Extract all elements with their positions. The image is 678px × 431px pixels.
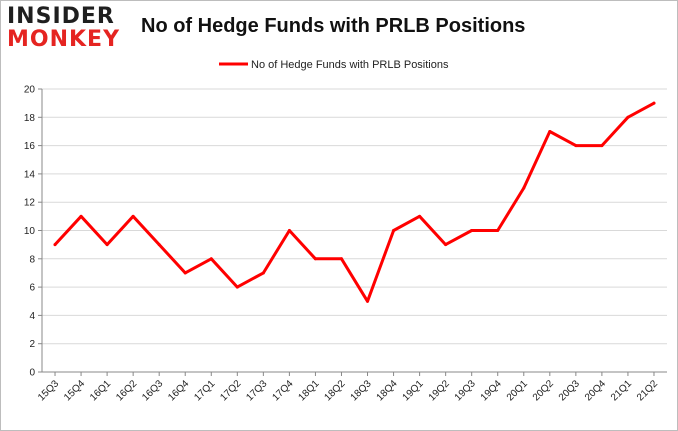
data-point-20Q3 <box>574 144 578 148</box>
x-tick-label-17Q4: 17Q4 <box>270 378 295 403</box>
x-tick-label-21Q1: 21Q1 <box>609 378 634 403</box>
x-tick-label-19Q2: 19Q2 <box>427 378 452 403</box>
data-point-21Q1 <box>626 115 630 119</box>
x-tick-label-18Q4: 18Q4 <box>375 378 400 403</box>
data-point-17Q1 <box>209 257 213 261</box>
data-point-19Q1 <box>418 214 422 218</box>
y-tick-label-16: 16 <box>24 141 36 152</box>
data-point-18Q4 <box>392 229 396 232</box>
series-layer <box>53 101 656 303</box>
x-tick-label-20Q1: 20Q1 <box>505 378 530 403</box>
x-tick-label-19Q1: 19Q1 <box>401 378 426 403</box>
chart-title: No of Hedge Funds with PRLB Positions <box>141 15 526 37</box>
y-tick-label-4: 4 <box>29 311 35 322</box>
x-tick-label-17Q3: 17Q3 <box>244 378 269 403</box>
x-tick-label-21Q2: 21Q2 <box>635 378 660 403</box>
series-line-0 <box>53 101 656 303</box>
data-point-16Q2 <box>131 214 135 218</box>
data-point-16Q4 <box>183 271 187 275</box>
x-tick-label-15Q3: 15Q3 <box>36 378 61 403</box>
y-tick-label-8: 8 <box>29 254 35 265</box>
data-point-19Q2 <box>444 243 448 247</box>
data-point-17Q3 <box>261 271 265 275</box>
data-point-20Q1 <box>522 186 526 190</box>
legend-label: No of Hedge Funds with PRLB Positions <box>251 59 449 71</box>
data-point-17Q2 <box>235 285 239 289</box>
data-point-16Q3 <box>157 243 161 247</box>
x-tick-label-16Q4: 16Q4 <box>166 378 191 403</box>
y-tick-label-18: 18 <box>24 113 36 124</box>
y-axis-ticks: 0 2 4 6 8 10 12 14 16 18 20 <box>24 85 42 379</box>
y-tick-label-12: 12 <box>24 198 36 209</box>
data-point-19Q4 <box>496 229 500 232</box>
x-tick-label-18Q3: 18Q3 <box>349 378 374 403</box>
gridlines <box>42 88 667 345</box>
data-point-15Q4 <box>79 214 83 218</box>
data-point-20Q2 <box>548 129 552 133</box>
x-tick-label-18Q1: 18Q1 <box>296 378 321 403</box>
data-point-15Q3 <box>53 243 57 247</box>
logo-line-monkey: MONKEY <box>7 27 121 52</box>
data-point-18Q2 <box>339 257 343 261</box>
x-tick-label-19Q4: 19Q4 <box>479 378 504 403</box>
x-tick-label-17Q2: 17Q2 <box>218 378 243 403</box>
data-point-18Q3 <box>366 299 370 303</box>
y-tick-label-10: 10 <box>24 226 36 237</box>
data-point-21Q2 <box>652 101 656 105</box>
x-tick-label-19Q3: 19Q3 <box>453 378 478 403</box>
x-axis-ticks: 15Q3 15Q4 16Q1 16Q2 16Q3 16Q4 17Q1 17Q2 17Q3 17Q4… <box>36 372 660 403</box>
data-point-16Q1 <box>105 243 109 247</box>
y-tick-label-2: 2 <box>29 339 35 350</box>
x-tick-label-20Q2: 20Q2 <box>531 378 556 403</box>
y-tick-label-6: 6 <box>29 283 35 294</box>
data-point-20Q4 <box>600 144 604 148</box>
data-point-18Q1 <box>313 257 317 261</box>
x-tick-label-16Q2: 16Q2 <box>114 378 139 403</box>
y-tick-label-14: 14 <box>24 169 36 180</box>
x-tick-label-16Q3: 16Q3 <box>140 378 165 403</box>
x-tick-label-18Q2: 18Q2 <box>323 378 348 403</box>
data-point-17Q4 <box>287 229 291 232</box>
y-tick-label-20: 20 <box>24 85 36 96</box>
data-point-19Q3 <box>470 229 474 232</box>
insider-monkey-logo: INSIDER MONKEY <box>7 5 120 51</box>
x-tick-label-15Q4: 15Q4 <box>62 378 87 403</box>
x-tick-label-20Q4: 20Q4 <box>583 378 608 403</box>
y-tick-label-0: 0 <box>29 368 35 379</box>
logo-line-insider: INSIDER <box>7 4 115 29</box>
x-tick-label-20Q3: 20Q3 <box>557 378 582 403</box>
x-tick-label-16Q1: 16Q1 <box>88 378 113 403</box>
legend: No of Hedge Funds with PRLB Positions <box>219 59 449 71</box>
x-tick-label-17Q1: 17Q1 <box>192 378 217 403</box>
